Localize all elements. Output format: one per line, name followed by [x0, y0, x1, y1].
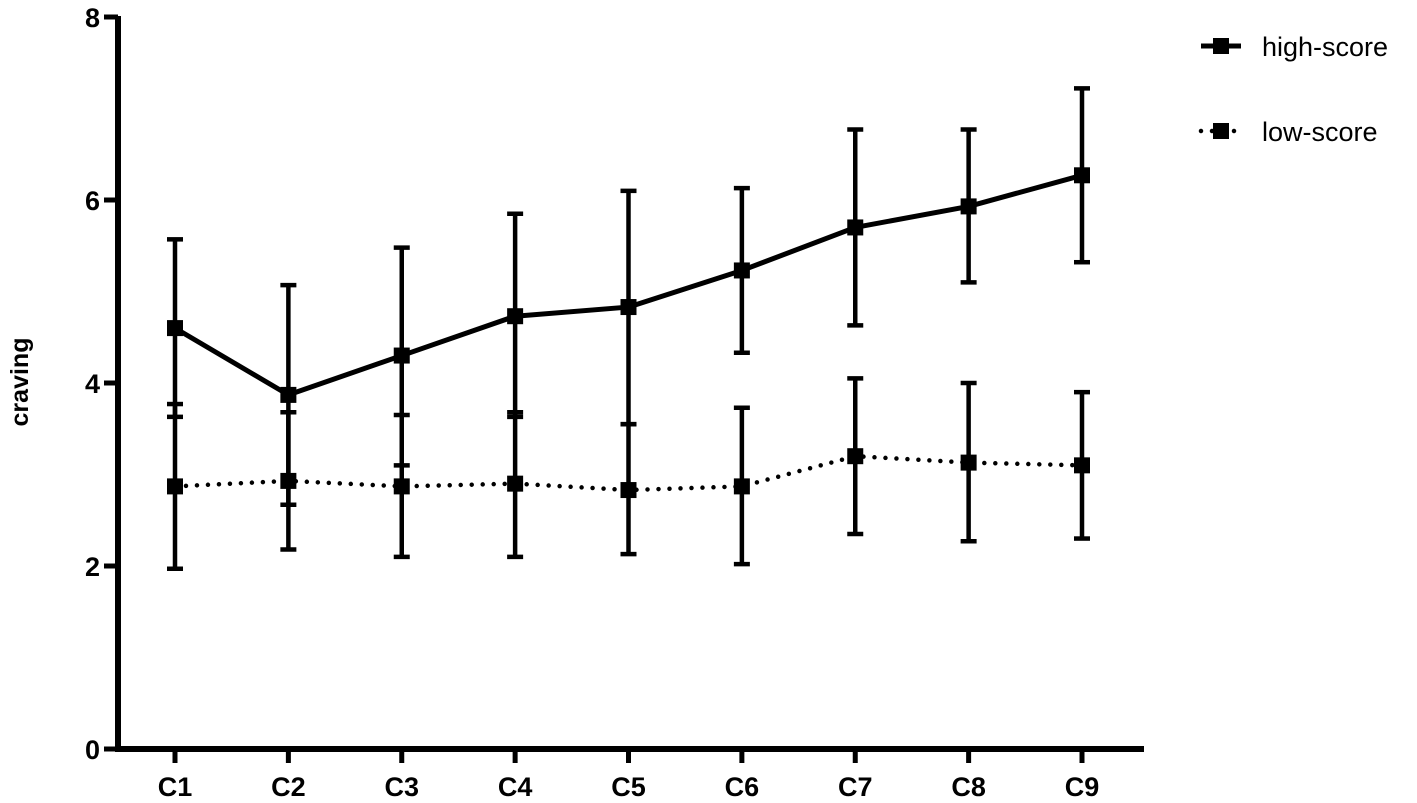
data-point-marker [847, 448, 864, 465]
data-point-marker [847, 219, 864, 236]
data-point-marker [167, 478, 183, 495]
y-tick-label: 2 [85, 552, 100, 582]
data-point-marker [280, 386, 297, 403]
x-tick-label: C9 [1065, 772, 1100, 802]
x-tick-label: C2 [271, 772, 306, 802]
x-tick-label: C6 [725, 772, 760, 802]
data-point-marker [620, 482, 637, 499]
data-point-marker [960, 454, 977, 471]
data-point-marker [733, 262, 750, 279]
x-tick-label: C5 [611, 772, 646, 802]
y-tick-label: 0 [85, 735, 100, 765]
data-point-marker [507, 475, 524, 492]
data-point-marker [1074, 457, 1090, 474]
legend: high-score low-score [1198, 32, 1388, 147]
legend-label: high-score [1262, 32, 1388, 62]
y-axis-label: craving [6, 338, 34, 427]
y-tick-label: 8 [85, 3, 100, 33]
series-layer [167, 86, 1090, 571]
legend-label: low-score [1262, 117, 1378, 147]
data-point-marker [733, 478, 750, 495]
data-point-marker [620, 299, 637, 316]
x-tick-label: C8 [951, 772, 986, 802]
x-tick-label: C4 [498, 772, 533, 802]
series-line [172, 453, 1085, 493]
legend-item-high-score: high-score [1201, 32, 1388, 62]
data-point-marker [393, 347, 410, 364]
legend-item-low-score: low-score [1198, 117, 1378, 147]
legend-marker [1213, 123, 1229, 139]
series-high-score [167, 86, 1090, 507]
data-point-marker [960, 198, 977, 215]
series-low-score [167, 376, 1090, 571]
data-point-marker [1074, 167, 1090, 184]
y-tick-label: 4 [85, 369, 100, 399]
data-point-marker [167, 320, 183, 337]
x-ticks: C1 C2 C3 C4 C5 C6 C7 C8 C9 [158, 749, 1100, 802]
data-point-marker [280, 472, 297, 489]
y-tick-label: 6 [85, 186, 100, 216]
data-point-marker [507, 308, 524, 325]
x-tick-label: C7 [838, 772, 873, 802]
x-tick-label: C3 [384, 772, 419, 802]
y-ticks: 0 2 4 6 8 [85, 3, 118, 765]
x-tick-label: C1 [158, 772, 193, 802]
data-point-marker [393, 478, 410, 495]
legend-marker [1213, 38, 1229, 54]
